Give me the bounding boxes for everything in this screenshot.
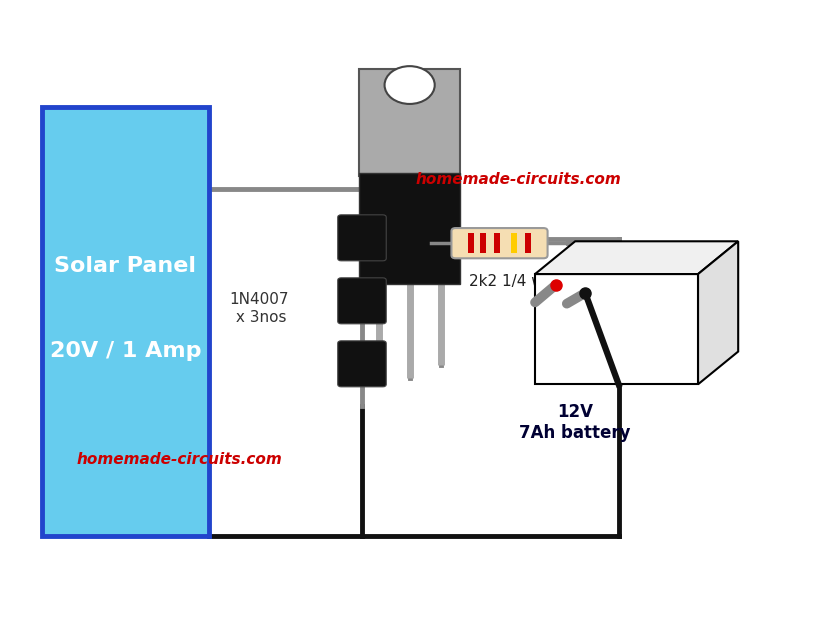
- Bar: [468, 233, 474, 253]
- Bar: [535, 274, 698, 384]
- Polygon shape: [535, 241, 738, 274]
- FancyBboxPatch shape: [451, 228, 548, 258]
- FancyBboxPatch shape: [338, 215, 386, 261]
- Text: IC: IC: [400, 200, 420, 217]
- Bar: [511, 233, 517, 253]
- Polygon shape: [698, 241, 738, 384]
- Bar: [359, 69, 460, 176]
- Bar: [494, 233, 500, 253]
- Bar: [525, 233, 531, 253]
- Text: 12V
7Ah battery: 12V 7Ah battery: [519, 403, 631, 442]
- Bar: [480, 233, 486, 253]
- Bar: [42, 107, 209, 536]
- FancyBboxPatch shape: [338, 341, 386, 387]
- Text: 2k2 1/4 watt: 2k2 1/4 watt: [469, 274, 564, 289]
- Text: homemade-circuits.com: homemade-circuits.com: [77, 452, 283, 467]
- Circle shape: [385, 66, 435, 104]
- Bar: [359, 173, 460, 284]
- Text: Solar Panel: Solar Panel: [54, 256, 196, 275]
- Text: 1N4007
 x 3nos: 1N4007 x 3nos: [229, 292, 289, 325]
- FancyBboxPatch shape: [338, 278, 386, 324]
- Text: 7812: 7812: [385, 241, 435, 260]
- Text: homemade-circuits.com: homemade-circuits.com: [415, 172, 621, 187]
- Text: 20V / 1 Amp: 20V / 1 Amp: [49, 341, 201, 361]
